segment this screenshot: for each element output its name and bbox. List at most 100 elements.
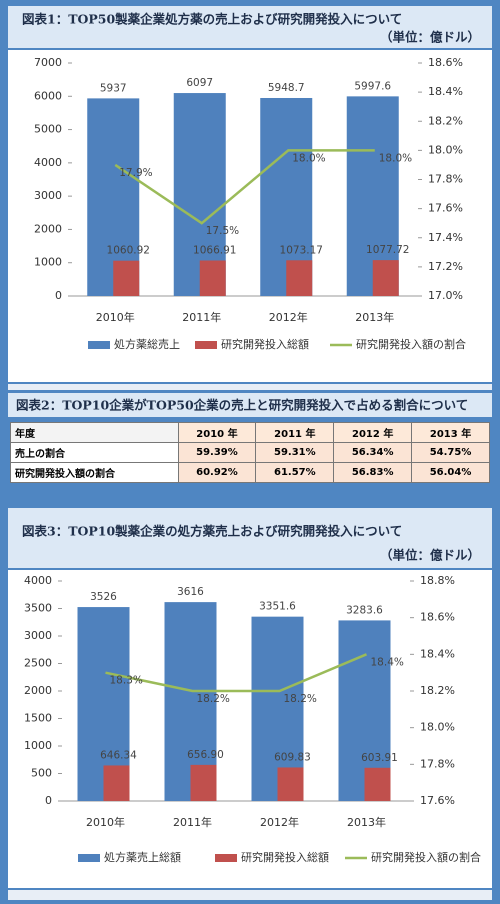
x-tick-label: 2013年 (347, 815, 386, 829)
bar-label: 1060.92 (107, 245, 150, 257)
chart-subtitle: （単位：億ドル） (380, 30, 480, 45)
cell: 61.57% (255, 462, 335, 483)
x-tick-label: 2011年 (182, 310, 221, 324)
header-cell: 2013 年 (411, 422, 490, 443)
line-label: 18.2% (284, 693, 317, 705)
y-tick-label: 2500 (24, 657, 52, 670)
line-label: 18.0% (292, 152, 325, 164)
y2-tick-label: 18.2% (420, 684, 455, 697)
y-tick-label: 2000 (34, 222, 62, 235)
table-row: 売上の割合 59.39% 59.31% 56.34% 54.75% (10, 442, 490, 463)
bar (277, 767, 304, 801)
table: 年度 2010 年 2011 年 2012 年 2013 年 売上の割合 59.… (10, 422, 490, 483)
bar (364, 767, 391, 801)
y2-tick-label: 18.4% (428, 85, 463, 98)
bar-label: 1077.72 (366, 244, 409, 256)
y-tick-label: 4000 (34, 156, 62, 169)
table-title-band (8, 393, 492, 417)
cell: 54.75% (411, 442, 490, 463)
header-cell: 2010 年 (177, 422, 257, 443)
chart-title: 図表3：TOP10製薬企業の処方薬売上および研究開発投入について (22, 524, 402, 539)
bar (286, 260, 313, 296)
legend-swatch (215, 854, 237, 862)
y-tick-label: 3500 (24, 602, 52, 615)
y-tick-label: 6000 (34, 89, 62, 102)
bar-label: 3616 (177, 586, 204, 598)
line (114, 149, 375, 225)
row-label: 研究開発投入額の割合 (10, 462, 179, 483)
header-cell: 年度 (10, 422, 179, 443)
bar-label: 3351.6 (259, 601, 296, 613)
x-tick-label: 2010年 (86, 815, 125, 829)
x-tick-label: 2011年 (173, 815, 212, 829)
cell: 56.34% (333, 442, 413, 463)
legend-label: 研究開発投入額の割合 (356, 337, 466, 351)
cell: 59.39% (177, 442, 257, 463)
y-tick-label: 1000 (34, 256, 62, 269)
y-tick-label: 1500 (24, 712, 52, 725)
y2-tick-label: 17.6% (428, 202, 463, 215)
bar (372, 260, 399, 296)
bar-label: 646.34 (100, 749, 137, 761)
chart-title: 図表1：TOP50製薬企業処方薬の売上および研究開発投入について (22, 12, 402, 27)
chart-panel (8, 50, 492, 382)
bar-label: 603.91 (361, 752, 398, 764)
bar-label: 1066.91 (193, 244, 236, 256)
divider (8, 384, 492, 390)
header-cell: 2011 年 (255, 422, 335, 443)
cell: 60.92% (177, 462, 257, 483)
cell: 59.31% (255, 442, 335, 463)
y2-tick-label: 17.8% (428, 173, 463, 186)
y2-tick-label: 17.0% (428, 289, 463, 302)
cell: 56.83% (333, 462, 413, 483)
bar-label: 5997.6 (354, 80, 391, 92)
legend-swatch (88, 341, 110, 349)
y2-tick-label: 17.6% (420, 794, 455, 807)
y-tick-label: 3000 (24, 629, 52, 642)
bar-label: 5937 (100, 82, 127, 94)
y-tick-label: 5000 (34, 123, 62, 136)
line-label: 18.4% (371, 656, 404, 668)
y-tick-label: 2000 (24, 684, 52, 697)
x-tick-label: 2013年 (355, 310, 394, 324)
legend-label: 研究開発投入総額 (221, 337, 309, 351)
y-tick-label: 500 (31, 767, 52, 780)
table-row: 研究開発投入額の割合 60.92% 61.57% 56.83% 56.04% (10, 462, 490, 483)
bar (199, 260, 226, 296)
y-tick-label: 3000 (34, 189, 62, 202)
title-band (8, 6, 492, 48)
bar-label: 3526 (90, 591, 117, 603)
legend-swatch (78, 854, 100, 862)
bar-label: 6097 (186, 77, 213, 89)
line-label: 17.5% (206, 225, 239, 237)
y2-tick-label: 17.8% (420, 757, 455, 770)
cell: 56.04% (411, 462, 490, 483)
y-tick-label: 1000 (24, 739, 52, 752)
x-tick-label: 2012年 (269, 310, 308, 324)
bar-label: 5948.7 (268, 82, 305, 94)
bar-label: 3283.6 (346, 604, 383, 616)
line-label: 18.0% (379, 152, 412, 164)
bar-label: 656.90 (187, 749, 224, 761)
line-label: 18.2% (197, 693, 230, 705)
x-tick-label: 2012年 (260, 815, 299, 829)
y2-tick-label: 18.2% (428, 114, 463, 127)
y2-tick-label: 18.4% (420, 647, 455, 660)
y2-tick-label: 18.8% (420, 574, 455, 587)
legend-label: 研究開発投入総額 (241, 850, 329, 864)
chart-subtitle: （単位：億ドル） (380, 548, 480, 563)
row-label: 売上の割合 (10, 442, 179, 463)
legend-label: 研究開発投入額の割合 (371, 850, 481, 864)
y-tick-label: 4000 (24, 574, 52, 587)
y2-tick-label: 17.4% (428, 231, 463, 244)
line-label: 18.3% (110, 675, 143, 687)
y2-tick-label: 18.0% (428, 143, 463, 156)
divider (8, 890, 492, 900)
bar-label: 1073.17 (280, 244, 323, 256)
y2-tick-label: 18.6% (428, 56, 463, 69)
bar (113, 260, 140, 296)
table-header: 年度 2010 年 2011 年 2012 年 2013 年 (10, 422, 490, 443)
y-tick-label: 0 (55, 289, 62, 302)
